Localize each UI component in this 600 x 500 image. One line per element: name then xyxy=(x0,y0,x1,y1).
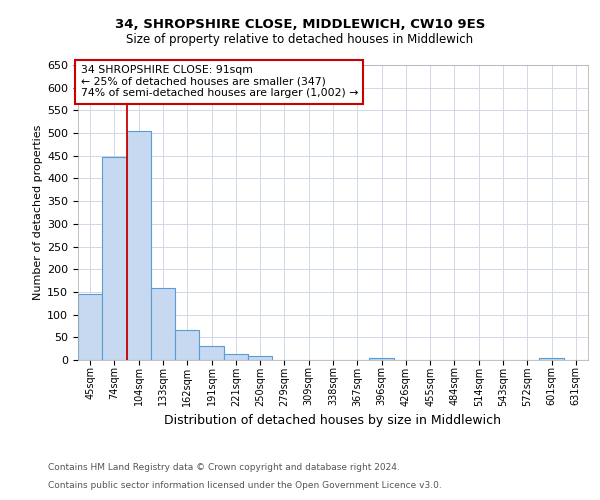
X-axis label: Distribution of detached houses by size in Middlewich: Distribution of detached houses by size … xyxy=(164,414,502,427)
Bar xyxy=(78,294,102,360)
Bar xyxy=(224,354,248,360)
Bar xyxy=(539,358,564,360)
Bar xyxy=(127,131,151,360)
Y-axis label: Number of detached properties: Number of detached properties xyxy=(33,125,43,300)
Text: 34 SHROPSHIRE CLOSE: 91sqm
← 25% of detached houses are smaller (347)
74% of sem: 34 SHROPSHIRE CLOSE: 91sqm ← 25% of deta… xyxy=(80,65,358,98)
Bar xyxy=(370,358,394,360)
Bar xyxy=(151,288,175,360)
Bar xyxy=(102,157,127,360)
Text: 34, SHROPSHIRE CLOSE, MIDDLEWICH, CW10 9ES: 34, SHROPSHIRE CLOSE, MIDDLEWICH, CW10 9… xyxy=(115,18,485,30)
Text: Contains public sector information licensed under the Open Government Licence v3: Contains public sector information licen… xyxy=(48,481,442,490)
Bar xyxy=(199,346,224,360)
Bar xyxy=(248,356,272,360)
Bar xyxy=(175,330,199,360)
Text: Contains HM Land Registry data © Crown copyright and database right 2024.: Contains HM Land Registry data © Crown c… xyxy=(48,464,400,472)
Text: Size of property relative to detached houses in Middlewich: Size of property relative to detached ho… xyxy=(127,32,473,46)
